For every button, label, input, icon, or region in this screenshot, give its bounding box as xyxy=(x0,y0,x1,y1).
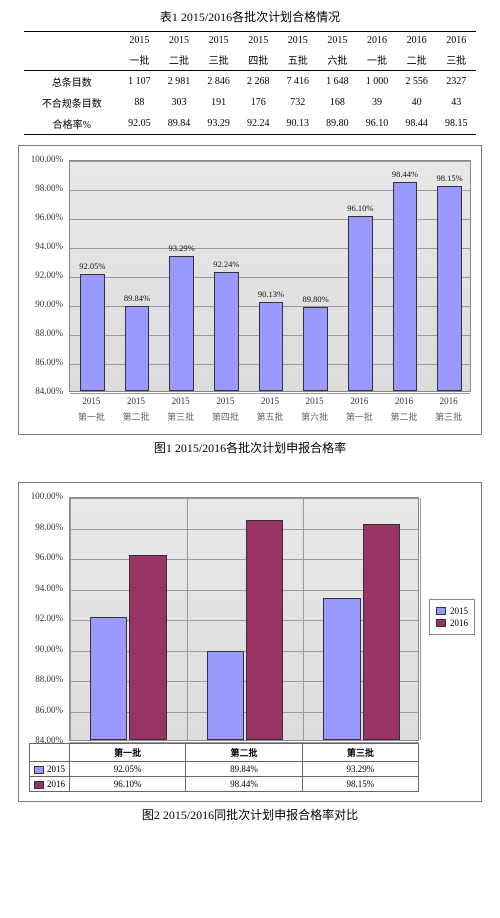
chart1-bar-label: 96.10% xyxy=(342,203,379,213)
table-swatch-icon xyxy=(34,766,44,774)
legend-swatch-icon xyxy=(436,607,446,615)
chart1-xlabel-year: 2015 xyxy=(292,396,337,406)
chart1-ytick: 100.00% xyxy=(19,154,63,164)
chart1-xlabel-batch: 第一批 xyxy=(337,410,382,423)
chart1-xlabel-batch: 第六批 xyxy=(292,410,337,423)
chart1-ytick: 98.00% xyxy=(19,183,63,193)
chart2-table-rowlabel: 2015 xyxy=(30,762,70,777)
chart2-plot xyxy=(69,497,419,741)
chart1-xlabel-batch: 第四批 xyxy=(203,410,248,423)
chart1-xlabel-batch: 第三批 xyxy=(158,410,203,423)
legend-swatch-icon xyxy=(436,619,446,627)
chart2-bar xyxy=(207,651,244,740)
chart1-ytick: 88.00% xyxy=(19,328,63,338)
chart2-table-colhead: 第三批 xyxy=(302,744,418,762)
chart2-table-cell: 93.29% xyxy=(302,762,418,777)
chart2: 84.00%86.00%88.00%90.00%92.00%94.00%96.0… xyxy=(18,482,482,802)
chart1-bar-label: 89.84% xyxy=(119,293,156,303)
chart2-table-row: 201696.10%98.44%98.15% xyxy=(30,777,419,792)
chart2-table-colhead: 第一批 xyxy=(70,744,186,762)
chart1-xlabel-batch: 第五批 xyxy=(248,410,293,423)
chart2-table-cell: 92.05% xyxy=(70,762,186,777)
chart2-table-cell: 98.15% xyxy=(302,777,418,792)
table1: 201520152015 201520152015 201620162016 一… xyxy=(24,31,476,135)
chart2-legend: 2015 2016 xyxy=(429,599,475,635)
chart1-bar xyxy=(125,306,150,391)
chart1-bar-label: 98.44% xyxy=(387,169,424,179)
table1-header-batch: 一批二批三批 四批五批六批 一批二批三批 xyxy=(24,49,476,71)
table1-row-total: 总条目数 1 1072 9812 846 2 2687 4161 648 1 0… xyxy=(24,71,476,93)
chart2-table-cell: 98.44% xyxy=(186,777,302,792)
table1-title: 表1 2015/2016各批次计划合格情况 xyxy=(24,8,476,25)
chart1-xlabel-batch: 第二批 xyxy=(382,410,427,423)
table1-header-year: 201520152015 201520152015 201620162016 xyxy=(24,32,476,50)
chart2-table-cell: 96.10% xyxy=(70,777,186,792)
chart2-ytick: 92.00% xyxy=(19,613,63,623)
chart1-bar-label: 92.24% xyxy=(208,259,245,269)
chart1-bar-label: 93.29% xyxy=(163,243,200,253)
chart1-ytick: 92.00% xyxy=(19,270,63,280)
chart1-bar xyxy=(214,272,239,391)
chart2-caption: 图2 2015/2016同批次计划申报合格率对比 xyxy=(18,806,482,823)
chart1-bar-label: 90.13% xyxy=(253,289,290,299)
legend-label: 2015 xyxy=(450,606,468,616)
chart2-table-rowlabel: 2016 xyxy=(30,777,70,792)
chart1-bar xyxy=(259,302,284,391)
chart1-xlabel-year: 2015 xyxy=(69,396,114,406)
chart1-ytick: 94.00% xyxy=(19,241,63,251)
table1-row-rate: 合格率% 92.0589.8493.29 92.2490.1389.80 96.… xyxy=(24,113,476,135)
chart2-table-colhead: 第二批 xyxy=(186,744,302,762)
chart1-xlabel-year: 2015 xyxy=(158,396,203,406)
chart2-table-cell: 89.84% xyxy=(186,762,302,777)
chart2-ytick: 86.00% xyxy=(19,705,63,715)
chart1-xlabel-batch: 第三批 xyxy=(426,410,471,423)
chart1-bar xyxy=(169,256,194,391)
chart1-xlabel-batch: 第一批 xyxy=(69,410,114,423)
chart1-xlabel-year: 2015 xyxy=(203,396,248,406)
chart1-xlabel-year: 2015 xyxy=(248,396,293,406)
chart2-bar xyxy=(246,520,283,740)
chart2-bar xyxy=(363,524,400,740)
chart2-bar xyxy=(129,555,166,740)
chart1-ytick: 84.00% xyxy=(19,386,63,396)
chart2-ytick: 98.00% xyxy=(19,522,63,532)
chart2-ytick: 94.00% xyxy=(19,583,63,593)
chart1-bar xyxy=(303,307,328,391)
chart1-xlabel-year: 2016 xyxy=(426,396,471,406)
chart1-xlabel-batch: 第二批 xyxy=(114,410,159,423)
chart1-ytick: 90.00% xyxy=(19,299,63,309)
legend-label: 2016 xyxy=(450,618,468,628)
chart1-xlabel-year: 2016 xyxy=(337,396,382,406)
chart1-plot: 92.05% 89.84% 93.29% 92.24% 90.13% 89.80% 96.1… xyxy=(69,160,471,392)
chart1-section: 92.05% 89.84% 93.29% 92.24% 90.13% 89.80% 96.1… xyxy=(0,139,500,458)
chart2-legend-item: 2016 xyxy=(436,618,468,628)
chart1-bar xyxy=(348,216,373,391)
chart1-bar xyxy=(437,186,462,391)
chart1-bar-label: 89.80% xyxy=(297,294,334,304)
chart2-bar xyxy=(323,598,360,740)
chart2-ytick: 96.00% xyxy=(19,552,63,562)
chart1-xlabel-year: 2015 xyxy=(114,396,159,406)
chart1-caption: 图1 2015/2016各批次计划申报合格率 xyxy=(18,439,482,456)
table-swatch-icon xyxy=(34,781,44,789)
chart1-bar xyxy=(80,274,105,391)
table1-section: 表1 2015/2016各批次计划合格情况 201520152015 20152… xyxy=(0,0,500,139)
chart2-ytick: 90.00% xyxy=(19,644,63,654)
chart1-ytick: 96.00% xyxy=(19,212,63,222)
chart1-bar-label: 92.05% xyxy=(74,261,111,271)
chart2-section: 84.00%86.00%88.00%90.00%92.00%94.00%96.0… xyxy=(0,476,500,825)
chart2-ytick: 88.00% xyxy=(19,674,63,684)
chart1-bar xyxy=(393,182,418,391)
chart1-ytick: 86.00% xyxy=(19,357,63,367)
chart1: 92.05% 89.84% 93.29% 92.24% 90.13% 89.80% 96.1… xyxy=(18,145,482,435)
table1-row-fail: 不合规条目数 88303191 176732168 394043 xyxy=(24,92,476,113)
chart2-table-row: 201592.05%89.84%93.29% xyxy=(30,762,419,777)
chart2-table-header: 第一批第二批第三批 xyxy=(30,744,419,762)
chart1-bar-label: 98.15% xyxy=(431,173,468,183)
chart2-legend-item: 2015 xyxy=(436,606,468,616)
chart1-xlabel-year: 2016 xyxy=(382,396,427,406)
chart2-ytick: 100.00% xyxy=(19,491,63,501)
chart2-data-table: 第一批第二批第三批201592.05%89.84%93.29%201696.10… xyxy=(29,743,419,792)
chart2-bar xyxy=(90,617,127,740)
